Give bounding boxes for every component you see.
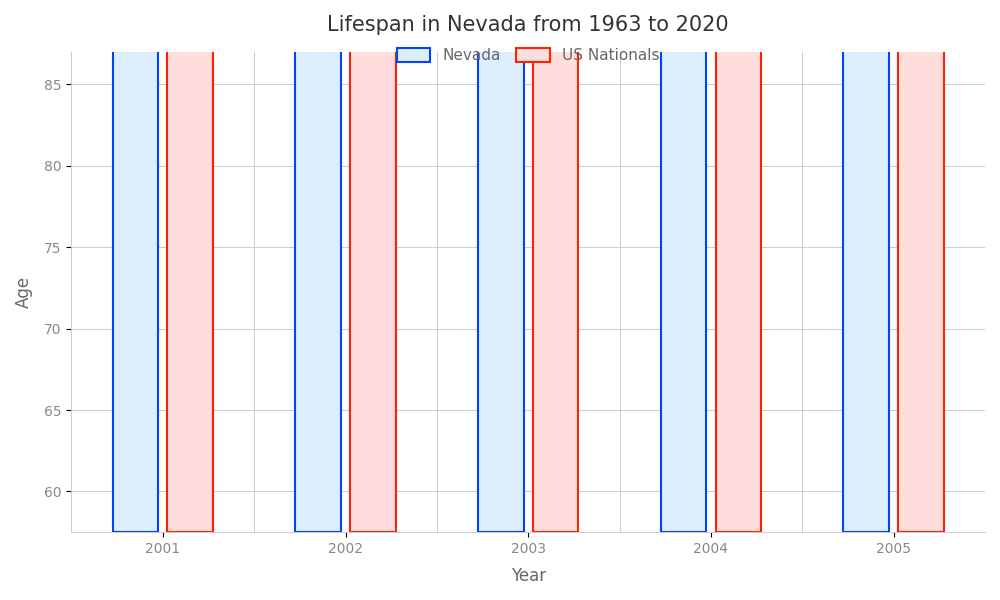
Bar xyxy=(661,0,706,532)
X-axis label: Year: Year xyxy=(511,567,546,585)
Bar xyxy=(295,0,341,532)
Bar xyxy=(478,0,524,532)
Bar xyxy=(898,0,944,532)
Title: Lifespan in Nevada from 1963 to 2020: Lifespan in Nevada from 1963 to 2020 xyxy=(327,15,729,35)
Bar xyxy=(113,0,158,532)
Y-axis label: Age: Age xyxy=(15,276,33,308)
Bar xyxy=(533,0,578,532)
Legend: Nevada, US Nationals: Nevada, US Nationals xyxy=(389,40,667,71)
Bar xyxy=(350,0,396,532)
Bar xyxy=(843,0,889,532)
Bar xyxy=(716,0,761,532)
Bar xyxy=(167,0,213,532)
